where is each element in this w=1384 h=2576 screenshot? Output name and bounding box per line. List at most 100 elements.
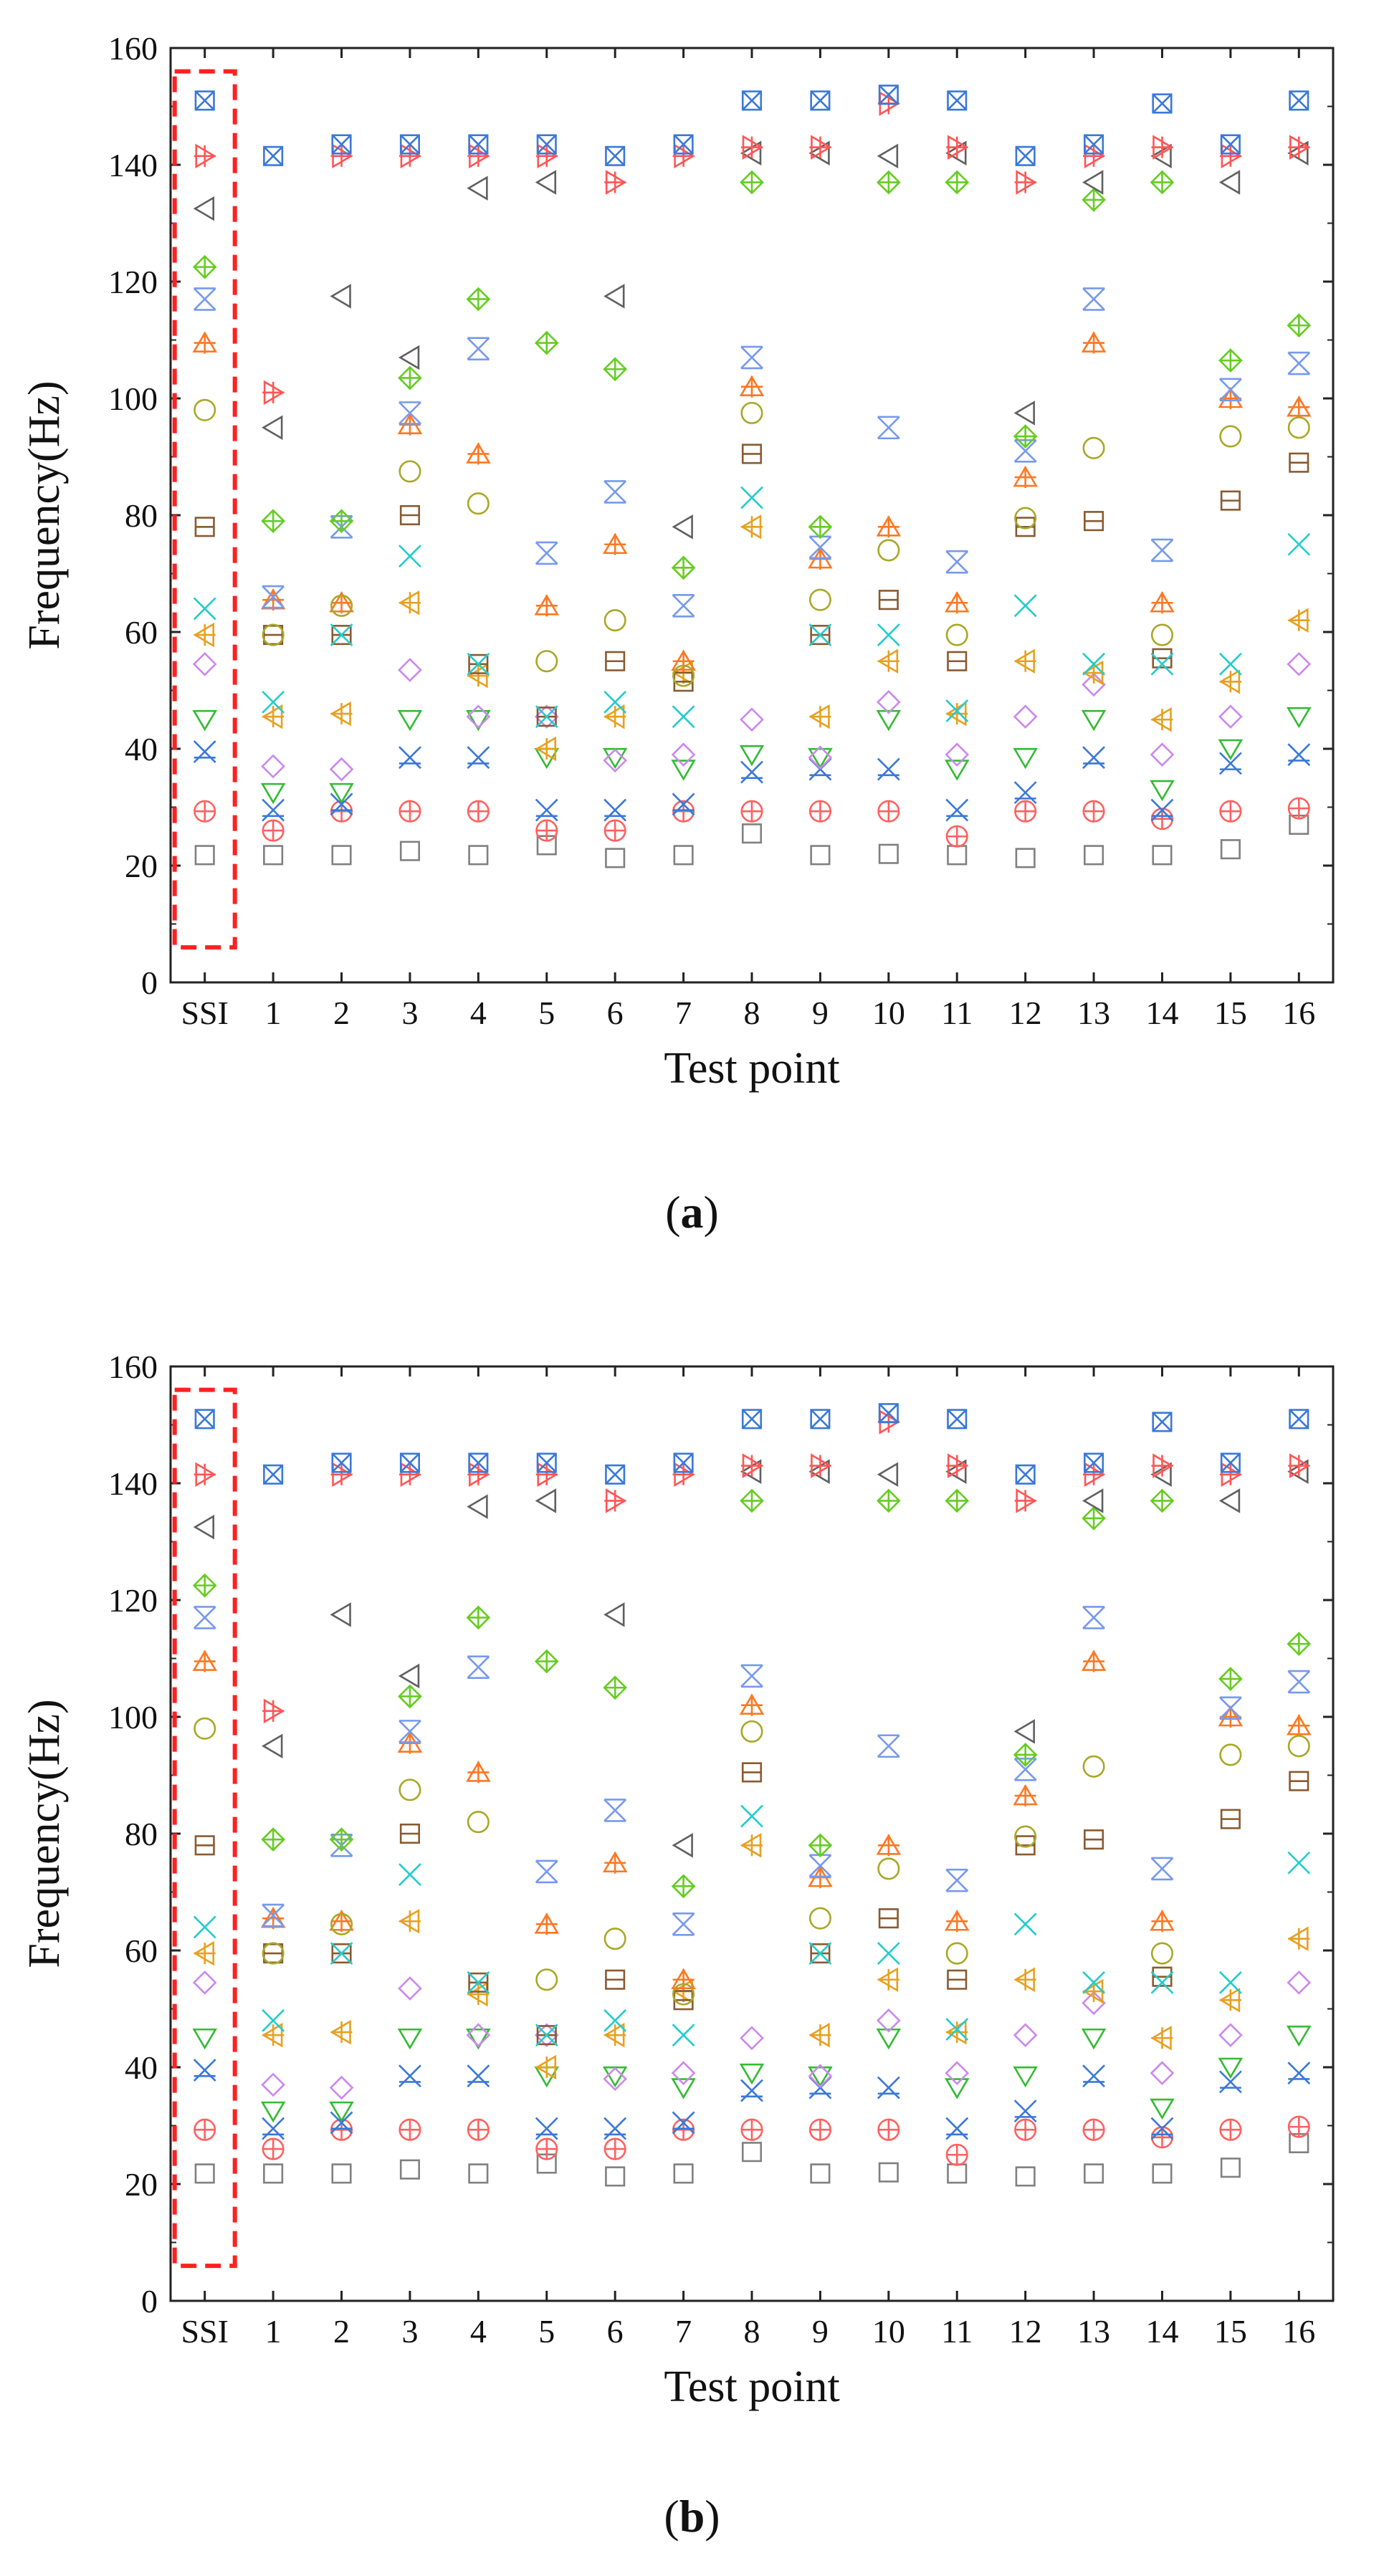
data-point [1082, 2064, 1105, 2088]
data-point [740, 2118, 763, 2141]
data-point [1083, 143, 1106, 169]
data-point [1150, 798, 1174, 822]
data-point [1081, 2028, 1107, 2050]
data-point [672, 793, 695, 816]
data-point [740, 800, 763, 823]
data-point [672, 1912, 695, 1936]
data-point [399, 746, 421, 770]
x-tick-label: 4 [470, 995, 487, 1031]
data-point [398, 1976, 422, 2001]
data-point [194, 2163, 215, 2184]
x-tick-label: SSI [181, 2313, 228, 2350]
series-mode-3 [192, 707, 1312, 805]
data-point [1287, 707, 1312, 729]
x-tick-label: 7 [675, 995, 692, 1031]
data-point [467, 652, 490, 676]
data-point [193, 1940, 216, 1966]
data-point [467, 1494, 488, 1519]
data-point [466, 2023, 491, 2048]
data-point [194, 800, 216, 823]
data-point [810, 2163, 831, 2184]
data-point [329, 2075, 354, 2100]
x-tick-label: 6 [607, 995, 624, 1031]
data-point [399, 1462, 422, 1488]
data-point [467, 176, 488, 201]
data-point [534, 1912, 560, 1935]
data-point [1218, 348, 1243, 373]
data-point [605, 2166, 626, 2187]
series-mode-12 [192, 170, 1312, 580]
data-point [467, 1971, 490, 1994]
data-point [740, 1804, 763, 1828]
data-point [1150, 652, 1174, 676]
data-point [673, 134, 694, 155]
data-point [1013, 1719, 1035, 1744]
data-point [604, 1488, 627, 1513]
data-point [194, 2118, 216, 2141]
data-point [399, 800, 421, 823]
data-point [1287, 1735, 1310, 1758]
series-mode-15 [194, 85, 1309, 166]
data-point [467, 800, 490, 823]
data-point [1218, 752, 1242, 775]
data-point [671, 649, 696, 672]
data-point [740, 1833, 763, 1858]
data-point [534, 594, 560, 617]
ssi-highlight-box [172, 69, 237, 950]
data-point [1082, 188, 1106, 212]
data-point [1150, 1910, 1175, 1933]
data-point [468, 845, 489, 866]
data-point [261, 509, 285, 533]
data-point [1151, 135, 1174, 160]
data-point [876, 170, 901, 195]
data-point [603, 1675, 628, 1700]
data-point [192, 1970, 217, 1995]
data-point [1287, 2062, 1311, 2085]
data-point [810, 1409, 831, 1430]
y-tick-label: 0 [141, 964, 158, 1001]
series-mode-1 [194, 2132, 1309, 2187]
data-point [1218, 1696, 1242, 1720]
data-point [947, 2163, 968, 2184]
y-tick-label: 20 [125, 848, 158, 884]
panel-letter-b: b [679, 2491, 705, 2542]
y-axis-label: Frequency(Hz) [20, 380, 69, 649]
data-point [330, 2111, 353, 2135]
data-point [1287, 1851, 1311, 1874]
data-point [671, 2078, 696, 2099]
data-point [739, 375, 765, 398]
data-point [878, 2162, 899, 2183]
data-point [876, 1834, 902, 1857]
series-mode-11 [193, 1606, 1311, 1936]
data-point [467, 1811, 490, 1834]
data-point [1152, 845, 1173, 866]
data-point [1218, 669, 1241, 694]
data-point [945, 623, 968, 646]
data-point [398, 345, 420, 370]
data-point [1287, 608, 1310, 633]
series-mode-15 [194, 1403, 1309, 1485]
data-point [534, 2023, 559, 2048]
data-point [605, 1969, 626, 1990]
data-point [329, 757, 354, 782]
data-point [535, 2054, 558, 2080]
ssi-highlight-box [172, 1387, 237, 2269]
data-point [739, 1693, 765, 1716]
data-point [945, 825, 968, 848]
data-point [261, 2072, 285, 2097]
data-point [1015, 848, 1036, 868]
data-point [672, 1833, 693, 1858]
x-tick-label: 14 [1145, 2313, 1178, 2350]
data-point [808, 1942, 832, 1965]
data-point [1287, 1714, 1312, 1737]
data-point [603, 819, 626, 842]
series-mode-3 [192, 2025, 1312, 2123]
series-mode-7 [194, 1762, 1309, 2046]
data-point [535, 541, 558, 565]
data-point [192, 651, 217, 676]
data-point [194, 1409, 215, 1430]
data-point [1013, 747, 1038, 770]
y-tick-label: 80 [125, 1816, 158, 1852]
x-tick-label: SSI [181, 995, 228, 1031]
data-point [877, 1462, 899, 1488]
